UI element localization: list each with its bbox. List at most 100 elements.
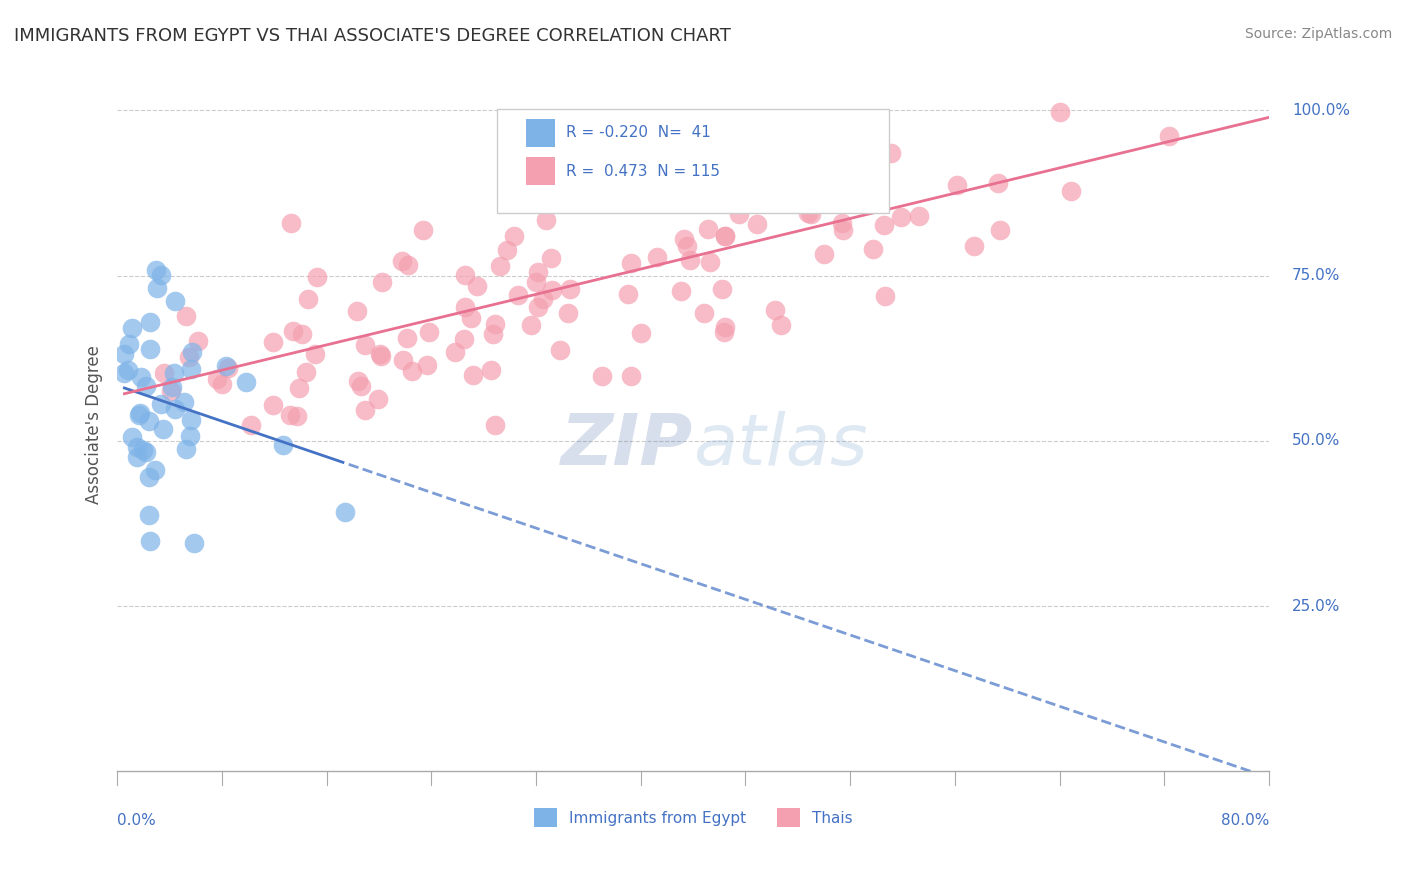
Point <box>484 317 506 331</box>
Point <box>149 268 172 282</box>
Point <box>963 238 986 252</box>
Point <box>132 443 155 458</box>
Point <box>880 145 903 160</box>
Point <box>280 216 302 230</box>
Point <box>617 287 640 301</box>
Point <box>860 156 883 170</box>
Point <box>118 336 141 351</box>
Text: IMMIGRANTS FROM EGYPT VS THAI ASSOCIATE'S DEGREE CORRELATION CHART: IMMIGRANTS FROM EGYPT VS THAI ASSOCIATE'… <box>14 27 731 45</box>
Point <box>479 363 502 377</box>
Point <box>239 418 262 433</box>
Point <box>620 368 643 383</box>
Point <box>333 506 356 520</box>
Point <box>862 243 884 257</box>
Point <box>645 250 668 264</box>
Point <box>346 303 368 318</box>
Point <box>160 380 183 394</box>
Point <box>143 463 166 477</box>
Point <box>367 392 389 406</box>
Point <box>765 303 787 318</box>
Point <box>990 223 1012 237</box>
Point <box>502 228 524 243</box>
Point <box>461 368 484 382</box>
Point <box>716 145 738 160</box>
Point <box>165 293 187 308</box>
Point <box>831 223 853 237</box>
Point <box>368 347 391 361</box>
Point <box>762 182 785 196</box>
Point <box>262 335 284 350</box>
Point <box>285 409 308 423</box>
Point <box>591 368 613 383</box>
Point <box>283 324 305 338</box>
Y-axis label: Associate's Degree: Associate's Degree <box>86 345 103 504</box>
Text: R =  0.473  N = 115: R = 0.473 N = 115 <box>567 163 720 178</box>
Point <box>128 407 150 421</box>
Point <box>128 409 150 423</box>
Point <box>673 232 696 246</box>
Point <box>307 269 329 284</box>
Text: 75.0%: 75.0% <box>1292 268 1340 283</box>
Point <box>453 268 475 282</box>
Point <box>152 422 174 436</box>
Point <box>603 124 626 138</box>
Text: R = -0.220  N=  41: R = -0.220 N= 41 <box>567 126 711 140</box>
Text: 0.0%: 0.0% <box>117 813 156 828</box>
Point <box>482 327 505 342</box>
Point <box>1157 128 1180 143</box>
Point <box>395 330 418 344</box>
Point <box>138 470 160 484</box>
Point <box>823 146 845 161</box>
Point <box>745 217 768 231</box>
Point <box>125 440 148 454</box>
Point <box>713 229 735 244</box>
Point <box>121 320 143 334</box>
Point <box>890 210 912 224</box>
Point <box>211 376 233 391</box>
Point <box>131 370 153 384</box>
Point <box>797 205 820 219</box>
Point <box>669 284 692 298</box>
Point <box>146 281 169 295</box>
Point <box>987 176 1010 190</box>
Point <box>540 251 562 265</box>
Point <box>396 258 419 272</box>
Point <box>180 361 202 376</box>
Point <box>699 255 721 269</box>
Point <box>527 265 550 279</box>
Point <box>295 364 318 378</box>
Point <box>534 212 557 227</box>
Text: 25.0%: 25.0% <box>1292 599 1340 614</box>
Point <box>112 346 135 360</box>
Point <box>346 375 368 389</box>
FancyBboxPatch shape <box>498 109 889 213</box>
Point <box>1060 184 1083 198</box>
Point <box>177 350 200 364</box>
Point <box>180 413 202 427</box>
Point <box>135 445 157 459</box>
Point <box>278 408 301 422</box>
Point <box>205 372 228 386</box>
Point <box>288 381 311 395</box>
Point <box>520 318 543 332</box>
Point <box>541 283 564 297</box>
Point <box>630 326 652 340</box>
Text: Source: ZipAtlas.com: Source: ZipAtlas.com <box>1244 27 1392 41</box>
Point <box>127 450 149 464</box>
Point <box>174 442 197 456</box>
Point <box>354 403 377 417</box>
Point <box>173 395 195 409</box>
Point <box>152 366 174 380</box>
Legend: Immigrants from Egypt, Thais: Immigrants from Egypt, Thais <box>527 802 859 833</box>
Point <box>350 379 373 393</box>
Point <box>495 243 517 257</box>
Point <box>112 366 135 380</box>
Point <box>529 172 551 186</box>
Point <box>416 358 439 372</box>
Point <box>304 347 326 361</box>
Point <box>813 247 835 261</box>
Point <box>508 288 530 302</box>
Point <box>162 366 184 380</box>
Point <box>557 306 579 320</box>
Point <box>391 254 413 268</box>
